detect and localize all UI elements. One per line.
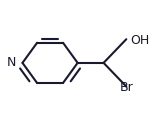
Text: Br: Br xyxy=(119,81,133,94)
Text: OH: OH xyxy=(130,34,150,47)
Text: N: N xyxy=(7,56,16,69)
